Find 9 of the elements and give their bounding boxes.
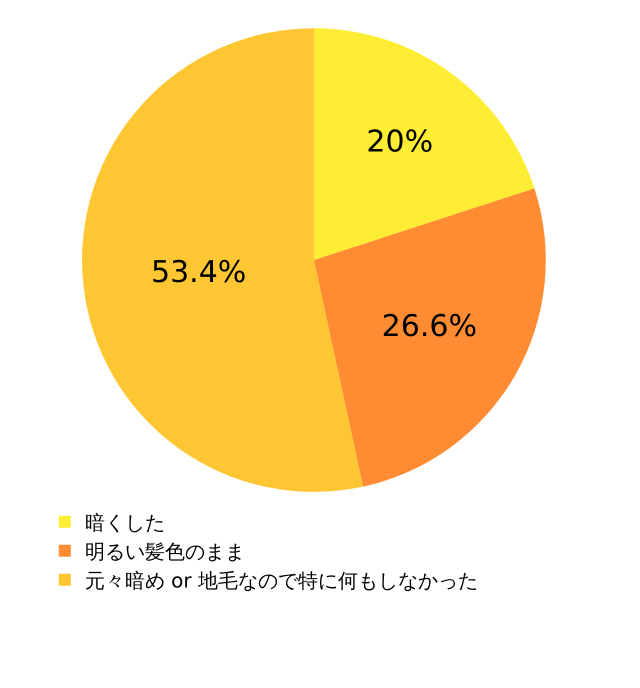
data-label: 26.6% — [382, 308, 477, 344]
pie-slice — [82, 28, 364, 492]
pie-slice — [314, 28, 534, 260]
data-label: 20% — [366, 124, 434, 160]
legend-label: 暗くした — [84, 510, 165, 535]
data-label: 53.4% — [150, 254, 246, 290]
legend-label: 元々暗め or 地毛なので特に何もしなかった — [84, 568, 478, 593]
pie-slice — [314, 188, 546, 487]
legend-label: 明るい髪色のまま — [84, 540, 245, 564]
